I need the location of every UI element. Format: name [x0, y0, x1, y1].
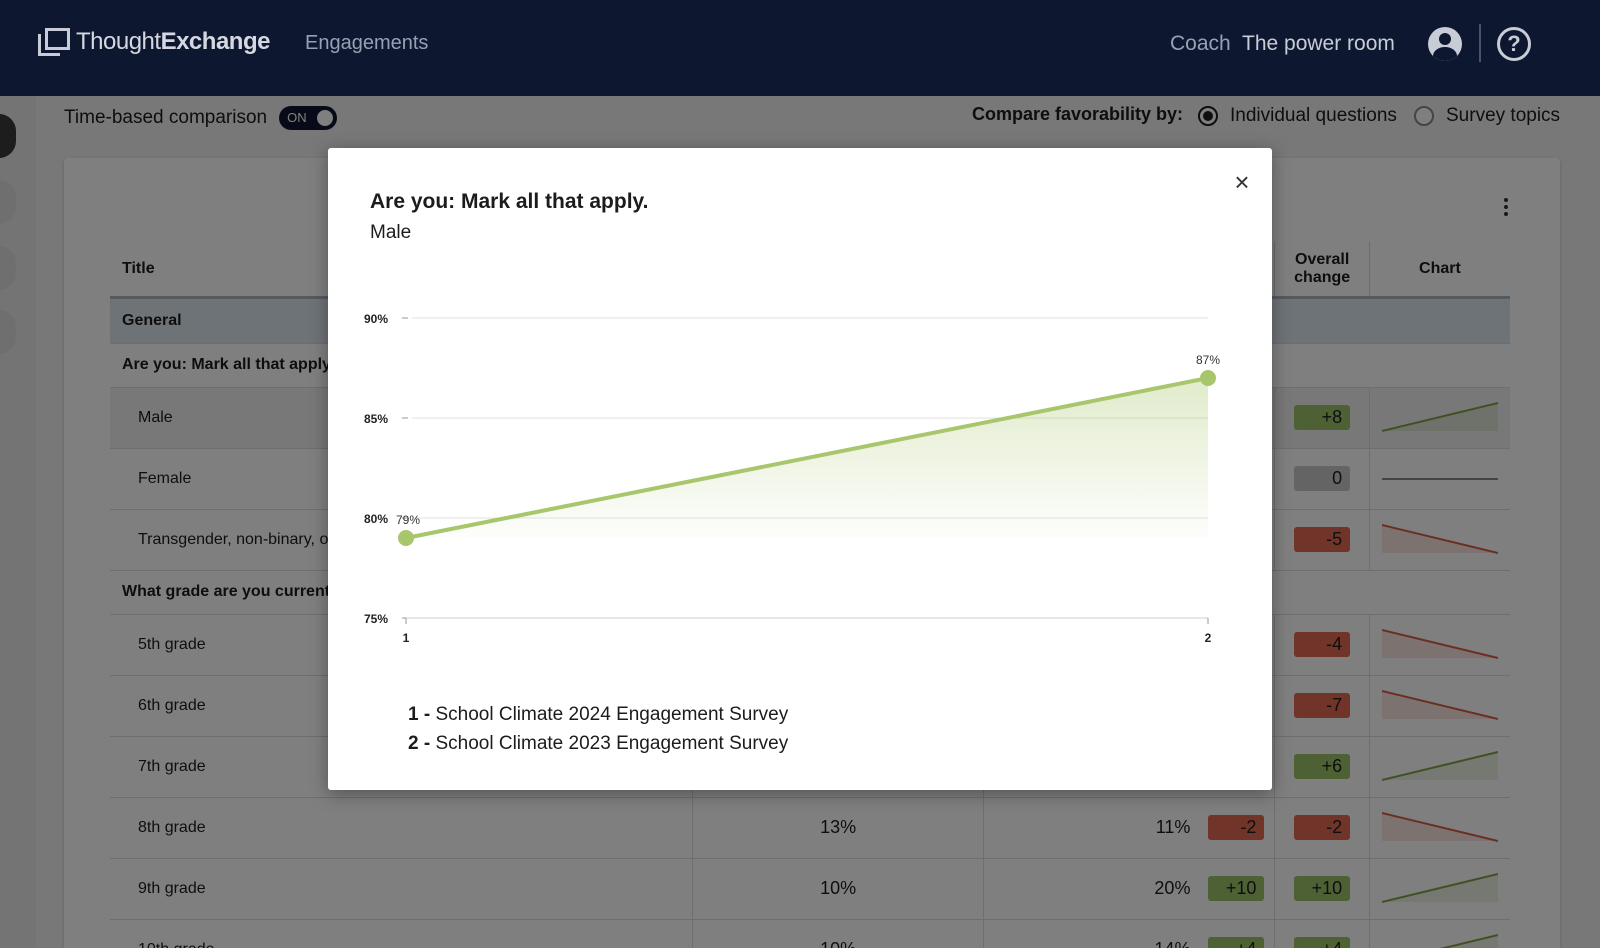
- close-icon[interactable]: ×: [1234, 167, 1250, 197]
- logo-text: ThoughtExchange: [76, 28, 270, 55]
- y-tick-label: 90%: [364, 312, 388, 326]
- legend-item: 1 - School Climate 2024 Engagement Surve…: [408, 704, 789, 725]
- coach-label[interactable]: Coach: [1170, 32, 1231, 55]
- chart-detail-modal: × Are you: Mark all that apply. Male 75%…: [328, 148, 1272, 790]
- data-label: 79%: [396, 513, 420, 527]
- y-tick-label: 75%: [364, 612, 388, 626]
- modal-subtitle: Male: [370, 222, 412, 243]
- top-navigation-bar: ThoughtExchange Engagements Coach The po…: [0, 0, 1600, 96]
- y-tick-label: 80%: [364, 512, 388, 526]
- favorability-trend-chart: 75% 80% 85% 90% 1 2 79% 87%: [364, 312, 1220, 645]
- y-tick-label: 85%: [364, 412, 388, 426]
- user-account-icon[interactable]: [1428, 27, 1462, 61]
- logo-icon: [38, 26, 70, 58]
- thoughtexchange-logo[interactable]: ThoughtExchange: [38, 26, 270, 58]
- modal-title: Are you: Mark all that apply.: [370, 190, 649, 213]
- x-tick-label: 2: [1205, 631, 1212, 645]
- survey-legend: 1 - School Climate 2024 Engagement Surve…: [408, 700, 788, 758]
- legend-item: 2 - School Climate 2023 Engagement Surve…: [408, 733, 789, 754]
- nav-engagements-link[interactable]: Engagements: [305, 32, 429, 54]
- x-tick-label: 1: [403, 631, 410, 645]
- series-line: [405, 376, 1209, 540]
- room-name[interactable]: The power room: [1242, 32, 1395, 55]
- data-label: 87%: [1196, 353, 1220, 367]
- data-point[interactable]: [1200, 370, 1216, 386]
- header-divider: [1479, 24, 1481, 62]
- help-icon[interactable]: ?: [1497, 27, 1531, 61]
- data-point[interactable]: [398, 530, 414, 546]
